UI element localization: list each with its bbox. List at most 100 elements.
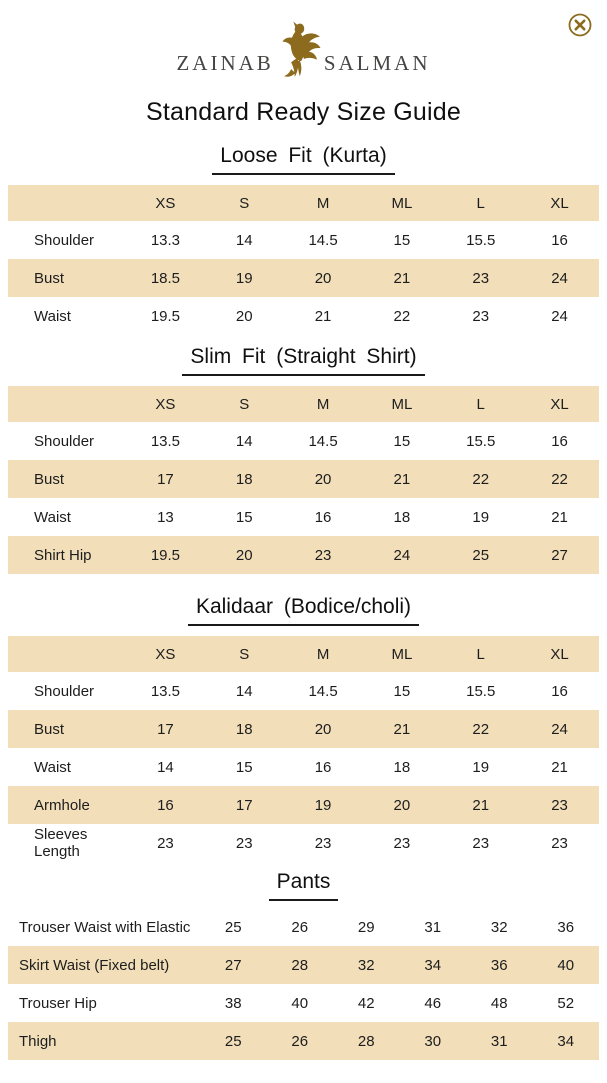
measurement-value: 21 <box>551 758 568 776</box>
measurement-row: Sleeves Length 23 23 23 23 23 23 <box>8 824 599 862</box>
measurement-value: 24 <box>551 720 568 738</box>
measurement-label: Bust <box>34 720 65 738</box>
section-heading-kalidaar: Kalidaar (Bodice/choli) <box>0 595 607 626</box>
size-column-header: M <box>316 645 330 663</box>
measurement-value: 22 <box>472 470 490 488</box>
measurement-value: 15.5 <box>466 432 496 450</box>
page-title: Standard Ready Size Guide <box>146 98 461 126</box>
measurement-label: Skirt Waist (Fixed belt) <box>19 956 170 974</box>
measurement-row: Trouser Waist with Elastic 25 26 29 31 32 36 <box>8 908 599 946</box>
measurement-row: Armhole 16 17 19 20 21 23 <box>8 786 599 824</box>
measurement-value: 32 <box>357 956 375 974</box>
size-header-row: XS S M ML L XL <box>8 636 599 672</box>
measurement-value: 23 <box>551 796 568 814</box>
measurement-value: 13.5 <box>150 682 181 700</box>
brand-name-left: ZAINAB <box>176 51 274 75</box>
measurement-value: 27 <box>551 546 568 564</box>
measurement-value: 23 <box>472 834 490 852</box>
measurement-value: 20 <box>235 307 253 325</box>
measurement-value: 31 <box>424 918 442 936</box>
measurement-row: Skirt Waist (Fixed belt) 27 28 32 34 36 40 <box>8 946 599 984</box>
section-pants: Pants Trouser Waist with Elastic 25 26 29 31… <box>0 870 607 1060</box>
measurement-value: 15.5 <box>466 231 496 249</box>
measurement-value: 18 <box>235 720 253 738</box>
measurement-value: 15 <box>393 231 411 249</box>
measurement-row: Bust 17 18 20 21 22 24 <box>8 710 599 748</box>
size-table-loose-fit: XS S M ML L XL Shoulder 13.3 14 14.5 15 15.5 16 Bust 1… <box>8 185 599 335</box>
measurement-value: 40 <box>291 994 309 1012</box>
measurement-value: 34 <box>424 956 442 974</box>
measurement-value: 21 <box>393 269 411 287</box>
measurement-value: 36 <box>557 918 575 936</box>
measurement-label: Trouser Waist with Elastic <box>19 918 191 936</box>
measurement-label: Shoulder <box>34 682 95 700</box>
size-table-pants: Trouser Waist with Elastic 25 26 29 31 32 36 Sk… <box>8 908 599 1060</box>
measurement-value: 26 <box>291 1032 309 1050</box>
size-table-kalidaar: XS S M ML L XL Shoulder 13.5 14 14.5 15 15.5 16 Bust 1… <box>8 636 599 862</box>
measurement-label: Trouser Hip <box>19 994 97 1012</box>
size-column-header: XS <box>155 194 176 212</box>
measurement-value: 23 <box>551 834 568 852</box>
measurement-value: 15 <box>235 758 253 776</box>
measurement-value: 38 <box>224 994 242 1012</box>
measurement-value: 23 <box>314 546 332 564</box>
size-table-slim-fit: XS S M ML L XL Shoulder 13.5 14 14.5 15 15.5 16 Bust 1… <box>8 386 599 574</box>
measurement-value: 34 <box>557 1032 575 1050</box>
brand-logo: ZAINAB SALMAN <box>0 0 607 77</box>
section-heading-text: Slim Fit (Straight Shirt) <box>182 345 425 376</box>
measurement-value: 16 <box>551 231 568 249</box>
measurement-value: 23 <box>314 834 332 852</box>
measurement-value: 24 <box>551 269 568 287</box>
measurement-value: 16 <box>157 796 174 814</box>
measurement-value: 30 <box>424 1032 442 1050</box>
measurement-value: 14.5 <box>308 231 338 249</box>
measurement-value: 13.3 <box>150 231 181 249</box>
measurement-value: 13.5 <box>150 432 181 450</box>
measurement-value: 46 <box>424 994 442 1012</box>
measurement-label: Bust <box>34 470 65 488</box>
measurement-row: Waist 19.5 20 21 22 23 24 <box>8 297 599 335</box>
measurement-value: 22 <box>551 470 568 488</box>
size-column-header: L <box>476 395 485 413</box>
size-column-header: XL <box>550 395 569 413</box>
measurement-value: 14 <box>235 231 253 249</box>
measurement-value: 40 <box>557 956 575 974</box>
measurement-value: 27 <box>224 956 242 974</box>
bird-icon <box>282 21 321 77</box>
size-column-header: ML <box>391 395 413 413</box>
measurement-value: 25 <box>472 546 490 564</box>
measurement-value: 14.5 <box>308 432 338 450</box>
measurement-value: 23 <box>235 834 253 852</box>
measurement-value: 22 <box>472 720 490 738</box>
measurement-value: 17 <box>235 796 253 814</box>
corner-cell <box>8 636 126 672</box>
measurement-value: 52 <box>557 994 575 1012</box>
measurement-value: 18 <box>235 470 253 488</box>
size-column-header: S <box>239 194 250 212</box>
measurement-value: 17 <box>157 720 174 738</box>
measurement-value: 14 <box>235 682 253 700</box>
section-heading-text: Loose Fit (Kurta) <box>212 144 395 175</box>
size-column-header: ML <box>391 645 413 663</box>
section-heading-slim-fit: Slim Fit (Straight Shirt) <box>0 345 607 376</box>
measurement-value: 19.5 <box>150 307 181 325</box>
measurement-value: 16 <box>314 508 332 526</box>
measurement-value: 14 <box>157 758 174 776</box>
measurement-value: 16 <box>551 432 568 450</box>
measurement-value: 15 <box>235 508 253 526</box>
measurement-row: Waist 13 15 16 18 19 21 <box>8 498 599 536</box>
measurement-label: Waist <box>34 508 71 526</box>
measurement-value: 23 <box>393 834 411 852</box>
size-column-header: XL <box>550 645 569 663</box>
section-heading-pants: Pants <box>0 870 607 901</box>
close-button[interactable] <box>567 12 593 38</box>
measurement-label: Thigh <box>19 1032 57 1050</box>
measurement-value: 15.5 <box>466 682 496 700</box>
measurement-value: 20 <box>235 546 253 564</box>
measurement-label: Sleeves Length <box>34 826 88 860</box>
measurement-row: Trouser Hip 38 40 42 46 48 52 <box>8 984 599 1022</box>
measurement-value: 28 <box>357 1032 375 1050</box>
measurement-row: Waist 14 15 16 18 19 21 <box>8 748 599 786</box>
measurement-value: 25 <box>224 918 242 936</box>
